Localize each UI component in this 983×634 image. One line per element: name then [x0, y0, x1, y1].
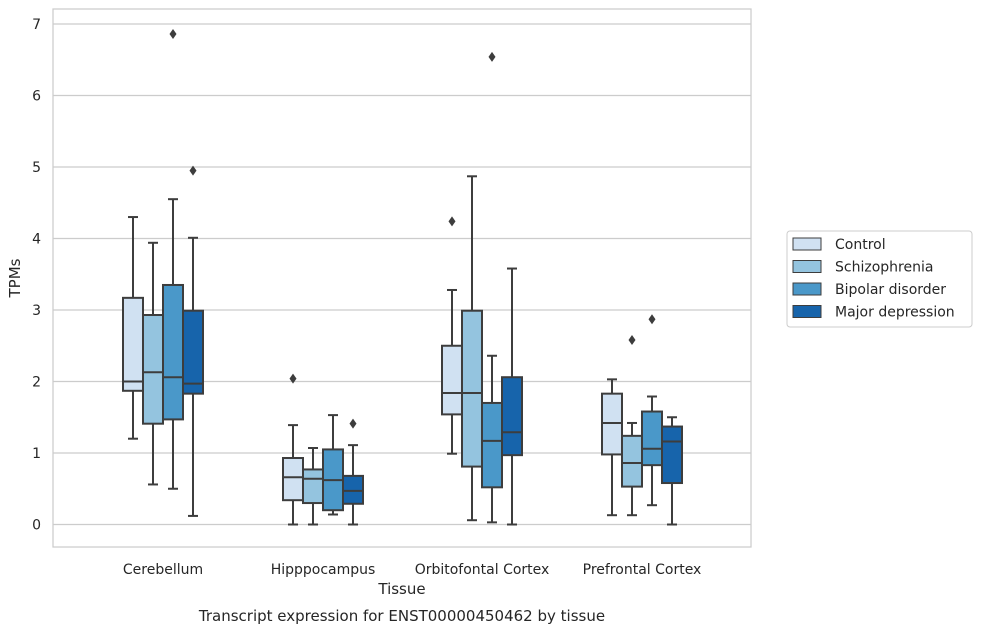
- x-tick-label: Cerebellum: [123, 562, 203, 578]
- box-body: [342, 474, 364, 505]
- box-control: [601, 378, 623, 517]
- legend: Control Schizophrenia Bipolar disorder Majo…: [786, 230, 973, 328]
- legend-label: Control: [835, 237, 886, 253]
- y-tick-label: 2: [32, 375, 41, 391]
- chart-title: Transcript expression for ENST0000045046…: [198, 607, 605, 625]
- x-tick-labels: Cerebellum Hipppocampus Orbitofontal Corte…: [123, 562, 701, 578]
- legend-frame: [786, 230, 973, 328]
- box-body: [182, 309, 204, 395]
- legend-label: Major depression: [835, 305, 955, 321]
- y-tick-label: 3: [32, 303, 41, 319]
- outlier-point: [448, 216, 456, 227]
- outlier-point: [289, 373, 297, 384]
- legend-swatch: [792, 305, 822, 318]
- y-tick-label: 0: [32, 518, 41, 534]
- y-tick-label: 6: [32, 89, 41, 105]
- box-body: [302, 468, 324, 505]
- y-tick-label: 1: [32, 446, 41, 462]
- plot-background: [53, 9, 751, 547]
- box-body: [122, 296, 144, 392]
- box-schizophrenia: [461, 175, 483, 522]
- legend-label: Bipolar disorder: [835, 282, 946, 298]
- boxes: [122, 29, 683, 526]
- outlier-point: [169, 29, 177, 40]
- legend-label: Schizophrenia: [835, 260, 933, 276]
- box-bipolar-disorder: [481, 51, 503, 524]
- box-body: [501, 376, 523, 457]
- box-body: [461, 309, 483, 468]
- box-bipolar-disorder: [641, 314, 663, 507]
- box-major-depression: [342, 418, 364, 526]
- box-control: [441, 216, 463, 455]
- box-body: [621, 434, 643, 488]
- x-tick-label: Prefrontal Cortex: [583, 562, 702, 578]
- box-schizophrenia: [621, 335, 643, 517]
- box-major-depression: [661, 416, 683, 526]
- box-body: [601, 392, 623, 456]
- outlier-point: [189, 165, 197, 176]
- y-tick-label: 5: [32, 160, 41, 176]
- outlier-point: [488, 51, 496, 62]
- plot-frame: [52, 8, 752, 548]
- box-control: [282, 373, 304, 526]
- box-body: [282, 457, 304, 502]
- outlier-point: [648, 314, 656, 325]
- box-control: [122, 216, 144, 440]
- legend-swatch: [792, 237, 822, 251]
- box-body: [481, 401, 503, 489]
- x-tick-label: Orbitofontal Cortex: [415, 562, 550, 578]
- box-major-depression: [182, 165, 204, 517]
- outlier-point: [628, 335, 636, 346]
- y-axis-label: TPMs: [6, 258, 24, 298]
- box-body: [661, 425, 683, 485]
- x-tick-label: Hipppocampus: [271, 562, 376, 578]
- y-tick-labels: 0 1 2 3 4 5 6 7: [32, 17, 41, 534]
- box-body: [142, 314, 164, 425]
- y-tick-label: 7: [32, 17, 41, 33]
- box-body: [441, 344, 463, 416]
- legend-swatch: [792, 282, 822, 296]
- legend-swatch: [792, 260, 822, 273]
- box-major-depression: [501, 267, 523, 526]
- box-body: [162, 283, 184, 421]
- outlier-point: [349, 418, 357, 429]
- y-tick-label: 4: [32, 232, 41, 248]
- x-axis-label: Tissue: [377, 580, 425, 598]
- box-body: [641, 410, 663, 467]
